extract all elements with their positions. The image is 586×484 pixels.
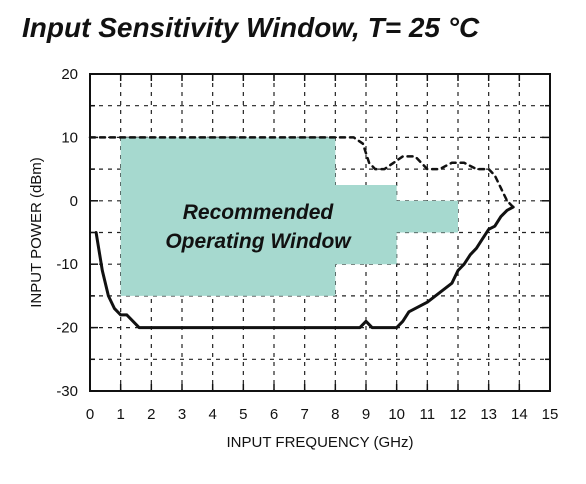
y-tick-label: -10 xyxy=(56,256,78,273)
x-tick-label: 6 xyxy=(270,406,278,423)
y-tick-labels: 20 10 0 -10 -20 -30 xyxy=(56,66,78,400)
x-tick-label: 11 xyxy=(420,406,436,423)
operating-window-area xyxy=(120,137,459,296)
x-tick-label: 2 xyxy=(147,406,155,423)
y-axis-label: INPUT POWER (dBm) xyxy=(28,157,45,308)
x-axis-label: INPUT FREQUENCY (GHz) xyxy=(227,434,414,451)
x-tick-label: 1 xyxy=(116,406,124,423)
x-tick-label: 7 xyxy=(300,406,308,423)
lower-sensitivity-line xyxy=(94,205,515,330)
x-tick-label: 13 xyxy=(480,406,497,423)
x-tick-label: 8 xyxy=(331,406,339,423)
x-tick-label: 10 xyxy=(388,406,405,423)
x-tick-label: 14 xyxy=(511,406,528,423)
y-tick-label: 20 xyxy=(61,66,78,83)
operating-window xyxy=(120,137,459,296)
x-tick-label: 12 xyxy=(450,406,467,423)
upper-limit-line xyxy=(88,136,515,209)
y-tick-label: 10 xyxy=(61,129,78,146)
x-tick-label: 5 xyxy=(239,406,247,423)
x-tick-label: 15 xyxy=(542,406,559,423)
y-tick-label: 0 xyxy=(70,193,78,210)
annotation-line-1: Recommended xyxy=(183,201,335,224)
annotation-line-2: Operating Window xyxy=(165,230,352,253)
chart-title: Input Sensitivity Window, T= 25 °C xyxy=(22,12,480,43)
x-tick-label: 3 xyxy=(178,406,186,423)
y-tick-label: -20 xyxy=(56,320,78,337)
x-tick-label: 9 xyxy=(362,406,370,423)
grid xyxy=(90,74,550,391)
x-tick-label: 4 xyxy=(208,406,216,423)
y-tick-label: -30 xyxy=(56,383,78,400)
x-tick-label: 0 xyxy=(86,406,94,423)
series-group xyxy=(88,136,515,330)
tick-marks xyxy=(89,73,551,392)
x-tick-labels: 0 1 2 3 4 5 6 7 8 9 10 11 12 13 14 15 xyxy=(86,406,559,423)
